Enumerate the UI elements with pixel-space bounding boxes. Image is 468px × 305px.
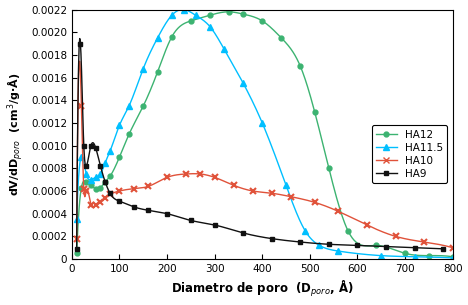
- X-axis label: Diametro de poro  (D$_{poro}$, Å): Diametro de poro (D$_{poro}$, Å): [171, 279, 354, 300]
- Y-axis label: dV/dD$_{poro}$  (cm$^3$/g·Å): dV/dD$_{poro}$ (cm$^3$/g·Å): [6, 73, 25, 196]
- Legend: HA12, HA11.5, HA10, HA9: HA12, HA11.5, HA10, HA9: [372, 125, 447, 183]
